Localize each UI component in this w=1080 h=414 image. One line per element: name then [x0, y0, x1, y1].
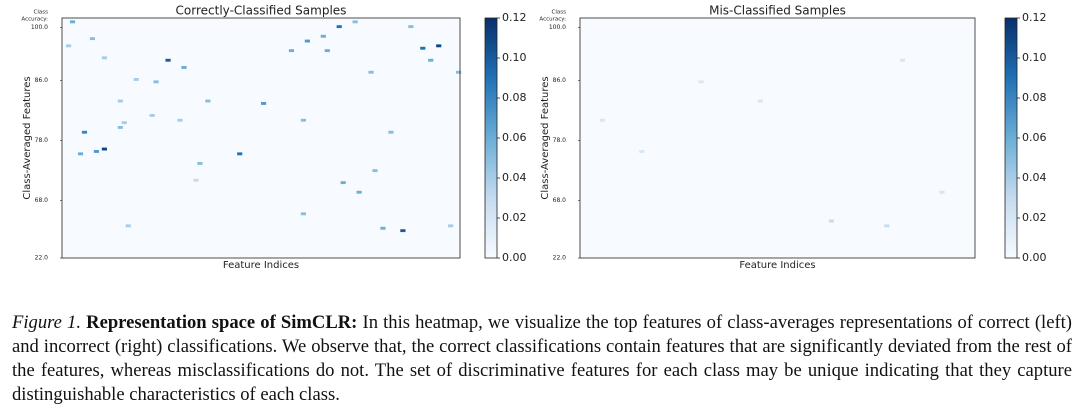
colorbar-tick-label: 0.10 — [502, 51, 527, 64]
heatmap-cell — [261, 102, 267, 105]
heatmap-cell — [324, 49, 330, 53]
caption-heading: Representation space of SimCLR: — [86, 312, 358, 333]
colorbar-tick-label: 0.04 — [502, 171, 527, 184]
plot-frame — [579, 17, 976, 259]
heatmap-cell — [89, 37, 96, 41]
plot-frame — [61, 17, 461, 259]
heatmap-cell — [300, 118, 306, 122]
heatmap-cell — [356, 190, 362, 194]
y-tick-header: Class — [34, 10, 49, 16]
heatmap-cell — [757, 99, 763, 103]
chart-title: Mis-Classified Samples — [709, 4, 846, 18]
heatmap-cell — [436, 44, 442, 48]
colorbar-tick-label: 0.12 — [1022, 11, 1047, 24]
y-tick-label: 86.0 — [35, 77, 49, 84]
heatmap-cell — [368, 70, 374, 74]
y-tick-label: 68.0 — [35, 197, 49, 204]
heatmap-cell — [288, 49, 295, 53]
heatmap-cell — [899, 58, 906, 62]
y-tick-header: Accuracy: — [21, 17, 48, 23]
colorbar-tick-label: 0.00 — [502, 251, 527, 264]
y-tick-header: Accuracy: — [539, 17, 566, 23]
heatmap-cell — [456, 70, 462, 74]
heatmap-cell — [408, 25, 414, 29]
heatmap-cell — [197, 162, 203, 165]
y-tick-label: 86.0 — [553, 77, 567, 84]
heatmap-cell — [380, 226, 386, 230]
heatmap-cell — [165, 58, 171, 62]
heatmap-cell — [599, 118, 605, 122]
heatmap-cell — [133, 78, 139, 81]
colorbar-tick-label: 0.10 — [1022, 51, 1047, 64]
heatmap-cell — [340, 181, 346, 185]
heatmap-cell — [884, 224, 890, 228]
heatmap-cell — [93, 150, 100, 153]
colorbar-tick-label: 0.00 — [1022, 251, 1047, 264]
caption-text: In this heatmap, we visualize the top fe… — [12, 312, 1072, 405]
heatmap-cell — [300, 212, 306, 216]
heatmap-cell — [352, 20, 358, 24]
heatmap-cell — [149, 114, 155, 117]
colorbar-tick-label: 0.08 — [1022, 91, 1047, 104]
heatmap-cell — [237, 152, 243, 156]
y-axis-label: Class-Averaged Features — [540, 76, 551, 199]
heatmap-cell — [428, 58, 434, 62]
x-axis-label: Feature Indices — [739, 260, 815, 271]
y-tick-label: 68.0 — [553, 197, 567, 204]
heatmap-cell — [372, 169, 378, 173]
heatmap-background — [62, 18, 460, 258]
heatmap-background — [580, 18, 975, 258]
colorbar-tick-label: 0.06 — [502, 131, 527, 144]
heatmap-cell — [121, 121, 127, 125]
heatmap-cell — [336, 25, 342, 29]
heatmap-cell — [65, 44, 72, 48]
heatmap-cell — [448, 224, 454, 228]
heatmap-cell — [77, 152, 84, 156]
colorbar-tick-label: 0.04 — [1022, 171, 1047, 184]
y-tick-label: 100.0 — [549, 24, 566, 31]
heatmap-cell — [639, 150, 645, 153]
heatmap-cell — [125, 224, 131, 228]
heatmap-cell — [101, 56, 107, 60]
heatmap-cell — [320, 34, 326, 38]
y-tick-label: 22.0 — [553, 255, 567, 262]
colorbar-tick-label: 0.08 — [502, 91, 527, 104]
y-tick-label: 78.0 — [35, 137, 49, 144]
y-tick-label: 22.0 — [35, 255, 49, 262]
heatmap-cell — [400, 229, 406, 233]
heatmap-cell — [420, 46, 426, 50]
colorbar-tick-label: 0.02 — [502, 211, 527, 224]
y-tick-label: 78.0 — [553, 137, 567, 144]
heatmap-cell — [388, 130, 394, 134]
caption-label: Figure 1. — [12, 312, 81, 333]
heatmap-cell — [177, 118, 183, 122]
heatmap-cell — [117, 99, 123, 103]
colorbar — [1004, 17, 1018, 259]
heatmap-cell — [939, 190, 945, 194]
figure: Correctly-Classified Samples Feature Indi… — [21, 4, 1047, 272]
colorbar-tick-label: 0.02 — [1022, 211, 1047, 224]
heatmap-cell — [153, 80, 159, 84]
colorbar-tick-label: 0.12 — [502, 11, 527, 24]
heatmap-cell — [205, 99, 211, 103]
heatmap-cell — [828, 219, 834, 223]
heatmap-cell — [181, 66, 187, 69]
heatmap-cell — [81, 130, 88, 134]
y-tick-header: Class — [552, 10, 567, 16]
chart-title: Correctly-Classified Samples — [176, 4, 347, 18]
heatmap-cell — [69, 20, 76, 24]
heatmap-cell — [117, 126, 123, 129]
caption: Figure 1. Representation space of SimCLR… — [12, 311, 1072, 407]
x-axis-label: Feature Indices — [223, 260, 299, 271]
colorbar — [484, 17, 498, 259]
y-axis-label: Class-Averaged Features — [22, 76, 33, 199]
heatmap-cell — [101, 147, 107, 151]
heatmap-cell — [193, 178, 199, 182]
y-tick-label: 100.0 — [31, 24, 48, 31]
heatmap-cell — [304, 39, 310, 43]
heatmap-cell — [698, 80, 704, 84]
colorbar-tick-label: 0.06 — [1022, 131, 1047, 144]
